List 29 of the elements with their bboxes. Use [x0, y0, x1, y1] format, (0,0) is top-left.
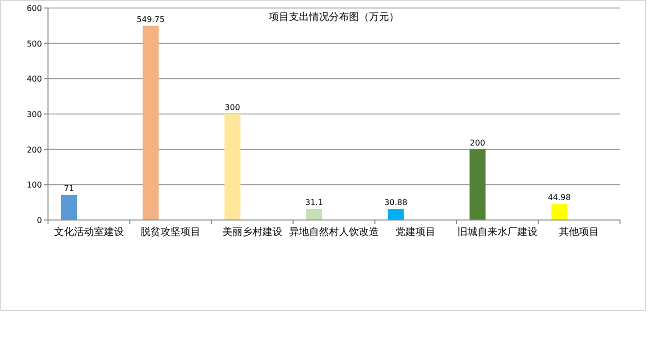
bar: [224, 114, 240, 220]
y-tick-label: 100: [26, 180, 42, 190]
data-label: 30.88: [384, 198, 408, 208]
x-tick-label: 文化活动室建设: [54, 226, 124, 238]
y-tick-label: 200: [26, 145, 42, 154]
bar: [142, 26, 159, 220]
data-label: 71: [64, 184, 74, 193]
data-label: 31.1: [305, 198, 324, 208]
y-tick-label: 400: [26, 74, 42, 84]
x-tick-label: 脱贫攻坚项目: [140, 226, 201, 238]
data-label: 44.98: [548, 193, 571, 202]
bar: [470, 149, 486, 220]
bar: [551, 204, 568, 220]
bar: [306, 209, 322, 220]
data-label: 300: [224, 103, 240, 112]
bar: [61, 194, 77, 220]
data-label: 549.75: [136, 14, 165, 24]
y-tick-label: 0: [36, 216, 42, 225]
chart-title: 项目支出情况分布图（万元）: [269, 11, 399, 23]
bar: [388, 209, 404, 220]
y-tick-label: 300: [26, 110, 42, 119]
x-tick-label: 旧城自来水厂建设: [457, 226, 538, 238]
y-tick-label: 500: [26, 39, 42, 48]
x-tick-label: 美丽乡村建设: [222, 226, 282, 238]
x-tick-label: 党建项目: [396, 226, 436, 238]
y-tick-label: 600: [26, 4, 42, 13]
x-tick-label: 异地自然村人饮改造: [289, 226, 379, 238]
data-label: 200: [470, 138, 486, 148]
x-tick-label: 其他项目: [559, 226, 600, 238]
